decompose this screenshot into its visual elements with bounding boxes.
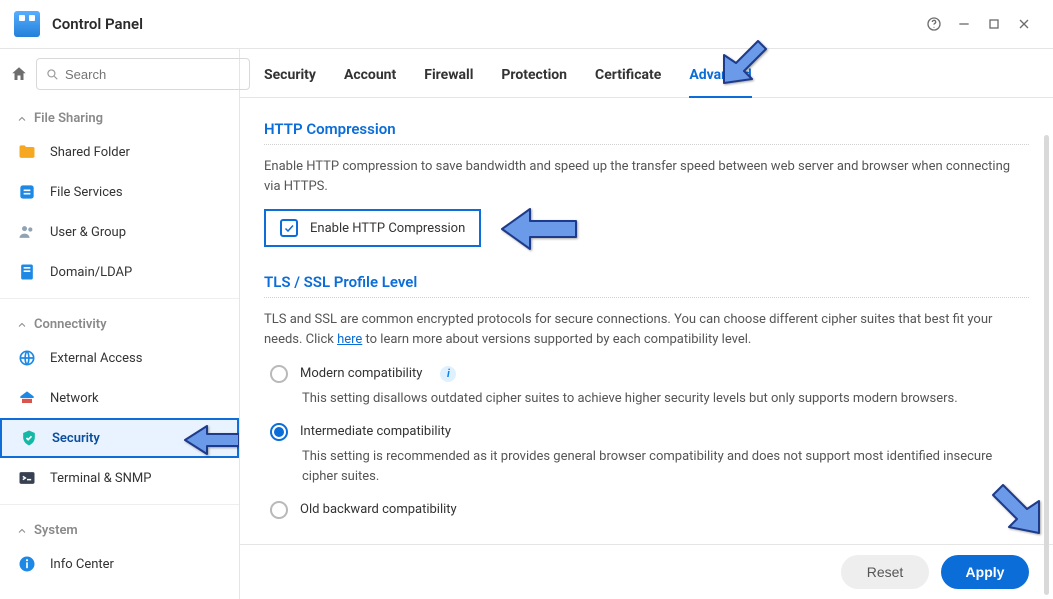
sidebar-item-terminal-snmp[interactable]: Terminal & SNMP — [0, 458, 239, 498]
tls-radio-group: Modern compatibility i This setting disa… — [270, 365, 1029, 519]
search-input-wrap[interactable] — [36, 58, 250, 90]
section-desc-http: Enable HTTP compression to save bandwidt… — [264, 157, 1029, 197]
sidebar-item-label: Shared Folder — [50, 145, 130, 160]
radio-label: Modern compatibility — [300, 366, 422, 381]
section-title-tls: TLS / SSL Profile Level — [264, 273, 1029, 291]
sidebar-cat-connectivity[interactable]: Connectivity — [0, 305, 239, 338]
tab-protection[interactable]: Protection — [501, 67, 567, 97]
sidebar-item-label: External Access — [50, 351, 142, 366]
chevron-up-icon — [16, 525, 28, 537]
maximize-button[interactable] — [979, 9, 1009, 39]
tab-security[interactable]: Security — [264, 67, 316, 97]
annotation-arrow-icon — [183, 422, 239, 462]
globe-icon — [16, 347, 38, 369]
domain-ldap-icon — [16, 261, 38, 283]
folder-icon — [16, 141, 38, 163]
sidebar-cat-label: File Sharing — [34, 111, 103, 126]
file-services-icon — [16, 181, 38, 203]
window-root: Control Panel — [0, 0, 1053, 599]
sidebar-item-external-access[interactable]: External Access — [0, 338, 239, 378]
help-button[interactable] — [919, 9, 949, 39]
scrollbar[interactable] — [1044, 135, 1049, 595]
sidebar-cat-system[interactable]: System — [0, 511, 239, 544]
sidebar-item-network[interactable]: Network — [0, 378, 239, 418]
minimize-button[interactable] — [949, 9, 979, 39]
app-logo-icon — [14, 11, 40, 37]
tab-firewall[interactable]: Firewall — [424, 67, 473, 97]
titlebar: Control Panel — [0, 0, 1053, 48]
sidebar-item-label: User & Group — [50, 225, 126, 240]
reset-button[interactable]: Reset — [841, 555, 929, 589]
radio-intermediate[interactable]: Intermediate compatibility — [270, 423, 1029, 441]
radio-modern[interactable]: Modern compatibility i — [270, 365, 1029, 383]
checkbox-label: Enable HTTP Compression — [310, 221, 465, 236]
radio-desc-intermediate: This setting is recommended as it provid… — [302, 447, 1029, 487]
chevron-up-icon — [16, 113, 28, 125]
content: Security Account Firewall Protection Cer… — [240, 49, 1053, 599]
radio-icon — [270, 501, 288, 519]
sidebar-item-label: File Services — [50, 185, 123, 200]
search-icon — [45, 67, 59, 81]
radio-label: Old backward compatibility — [300, 502, 457, 517]
sidebar-cat-file-sharing[interactable]: File Sharing — [0, 99, 239, 132]
sidebar-cat-label: System — [34, 523, 78, 538]
user-group-icon — [16, 221, 38, 243]
search-input[interactable] — [65, 67, 241, 82]
checkmark-icon — [280, 219, 298, 237]
sidebar-item-info-center[interactable]: Info Center — [0, 544, 239, 584]
sidebar-item-file-services[interactable]: File Services — [0, 172, 239, 212]
radio-icon — [270, 423, 288, 441]
main-scroll: HTTP Compression Enable HTTP compression… — [240, 98, 1053, 544]
radio-label: Intermediate compatibility — [300, 424, 451, 439]
tab-account[interactable]: Account — [344, 67, 396, 97]
sidebar-item-shared-folder[interactable]: Shared Folder — [0, 132, 239, 172]
info-icon — [16, 553, 38, 575]
section-desc-tls: TLS and SSL are common encrypted protoco… — [264, 310, 1029, 350]
shield-icon — [18, 427, 40, 449]
sidebar-item-security[interactable]: Security — [0, 418, 239, 458]
radio-old[interactable]: Old backward compatibility — [270, 501, 1029, 519]
sidebar-cat-label: Connectivity — [34, 317, 107, 332]
home-button[interactable] — [10, 58, 28, 90]
section-title-http: HTTP Compression — [264, 120, 1029, 138]
radio-desc-modern: This setting disallows outdated cipher s… — [302, 389, 1029, 409]
tls-desc-post: to learn more about versions supported b… — [362, 332, 751, 347]
sidebar-item-label: Domain/LDAP — [50, 265, 132, 280]
sidebar-item-label: Terminal & SNMP — [50, 471, 151, 486]
sidebar-scroll: File Sharing Shared Folder File Services… — [0, 99, 239, 599]
info-badge-icon[interactable]: i — [440, 366, 456, 382]
tabs: Security Account Firewall Protection Cer… — [240, 49, 1053, 98]
enable-http-compression-checkbox[interactable]: Enable HTTP Compression — [264, 209, 481, 247]
chevron-up-icon — [16, 319, 28, 331]
close-button[interactable] — [1009, 9, 1039, 39]
tab-advanced[interactable]: Advanced — [689, 67, 751, 97]
sidebar-top — [0, 49, 239, 99]
body: File Sharing Shared Folder File Services… — [0, 48, 1053, 599]
tab-certificate[interactable]: Certificate — [595, 67, 661, 97]
sidebar-item-user-group[interactable]: User & Group — [0, 212, 239, 252]
sidebar-item-label: Info Center — [50, 557, 114, 572]
network-icon — [16, 387, 38, 409]
apply-button[interactable]: Apply — [941, 555, 1029, 589]
tls-learn-more-link[interactable]: here — [337, 332, 362, 347]
terminal-icon — [16, 467, 38, 489]
footer: Reset Apply — [240, 544, 1053, 599]
radio-icon — [270, 365, 288, 383]
sidebar: File Sharing Shared Folder File Services… — [0, 49, 240, 599]
sidebar-item-label: Security — [52, 431, 100, 446]
window-title: Control Panel — [52, 15, 143, 33]
sidebar-item-domain-ldap[interactable]: Domain/LDAP — [0, 252, 239, 292]
sidebar-item-label: Network — [50, 391, 99, 406]
